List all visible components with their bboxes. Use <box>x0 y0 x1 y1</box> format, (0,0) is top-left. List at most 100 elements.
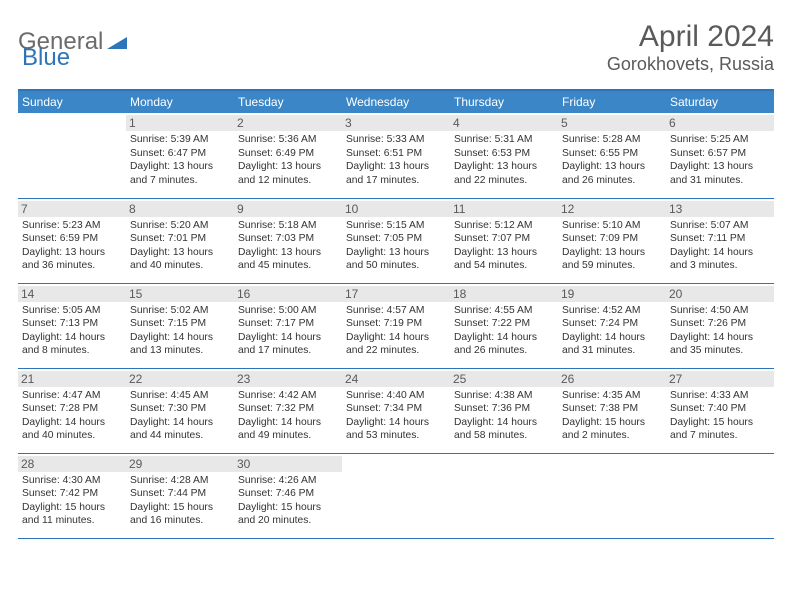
sunrise-text: Sunrise: 5:31 AM <box>454 133 554 147</box>
sunset-text: Sunset: 7:13 PM <box>22 317 122 331</box>
sunset-text: Sunset: 7:24 PM <box>562 317 662 331</box>
calendar-cell: 11Sunrise: 5:12 AMSunset: 7:07 PMDayligh… <box>450 198 558 283</box>
sunrise-text: Sunrise: 5:33 AM <box>346 133 446 147</box>
week-row: 28Sunrise: 4:30 AMSunset: 7:42 PMDayligh… <box>18 453 774 538</box>
sunrise-text: Sunrise: 5:25 AM <box>670 133 770 147</box>
day-number: 2 <box>234 115 342 131</box>
daylight-text-2: and 53 minutes. <box>346 429 446 443</box>
calendar-cell: 27Sunrise: 4:33 AMSunset: 7:40 PMDayligh… <box>666 368 774 453</box>
day-detail: Sunrise: 5:39 AMSunset: 6:47 PMDaylight:… <box>130 133 230 187</box>
day-number: 25 <box>450 371 558 387</box>
day-header: Tuesday <box>234 90 342 113</box>
daylight-text-2: and 54 minutes. <box>454 259 554 273</box>
day-number: 4 <box>450 115 558 131</box>
day-detail: Sunrise: 4:45 AMSunset: 7:30 PMDaylight:… <box>130 389 230 443</box>
sunset-text: Sunset: 6:57 PM <box>670 147 770 161</box>
sunrise-text: Sunrise: 4:45 AM <box>130 389 230 403</box>
day-number: 7 <box>18 201 126 217</box>
sunrise-text: Sunrise: 4:38 AM <box>454 389 554 403</box>
sunrise-text: Sunrise: 4:33 AM <box>670 389 770 403</box>
sunset-text: Sunset: 7:22 PM <box>454 317 554 331</box>
day-detail: Sunrise: 5:10 AMSunset: 7:09 PMDaylight:… <box>562 219 662 273</box>
day-detail: Sunrise: 5:15 AMSunset: 7:05 PMDaylight:… <box>346 219 446 273</box>
day-header: Saturday <box>666 90 774 113</box>
daylight-text-2: and 16 minutes. <box>130 514 230 528</box>
sunset-text: Sunset: 7:42 PM <box>22 487 122 501</box>
calendar-cell: 18Sunrise: 4:55 AMSunset: 7:22 PMDayligh… <box>450 283 558 368</box>
daylight-text-2: and 36 minutes. <box>22 259 122 273</box>
day-number: 15 <box>126 286 234 302</box>
calendar-cell: 12Sunrise: 5:10 AMSunset: 7:09 PMDayligh… <box>558 198 666 283</box>
daylight-text-1: Daylight: 13 hours <box>454 246 554 260</box>
day-detail: Sunrise: 5:28 AMSunset: 6:55 PMDaylight:… <box>562 133 662 187</box>
sunrise-text: Sunrise: 5:39 AM <box>130 133 230 147</box>
calendar-cell: 9Sunrise: 5:18 AMSunset: 7:03 PMDaylight… <box>234 198 342 283</box>
daylight-text-2: and 11 minutes. <box>22 514 122 528</box>
daylight-text-2: and 40 minutes. <box>130 259 230 273</box>
daylight-text-2: and 22 minutes. <box>454 174 554 188</box>
sunset-text: Sunset: 7:44 PM <box>130 487 230 501</box>
daylight-text-1: Daylight: 13 hours <box>238 160 338 174</box>
day-number: 16 <box>234 286 342 302</box>
calendar-cell: 21Sunrise: 4:47 AMSunset: 7:28 PMDayligh… <box>18 368 126 453</box>
daylight-text-1: Daylight: 14 hours <box>238 331 338 345</box>
sunrise-text: Sunrise: 5:15 AM <box>346 219 446 233</box>
sunset-text: Sunset: 7:11 PM <box>670 232 770 246</box>
daylight-text-1: Daylight: 15 hours <box>562 416 662 430</box>
daylight-text-1: Daylight: 14 hours <box>670 331 770 345</box>
daylight-text-1: Daylight: 14 hours <box>562 331 662 345</box>
sunrise-text: Sunrise: 4:47 AM <box>22 389 122 403</box>
day-detail: Sunrise: 4:52 AMSunset: 7:24 PMDaylight:… <box>562 304 662 358</box>
day-header: Sunday <box>18 90 126 113</box>
sunset-text: Sunset: 7:30 PM <box>130 402 230 416</box>
calendar-cell: 19 Sunrise: 4:52 AMSunset: 7:24 PMDayligh… <box>558 283 666 368</box>
sunrise-text: Sunrise: 5:36 AM <box>238 133 338 147</box>
calendar-cell: 6Sunrise: 5:25 AMSunset: 6:57 PMDaylight… <box>666 113 774 198</box>
daylight-text-1: Daylight: 13 hours <box>130 246 230 260</box>
daylight-text-1: Daylight: 13 hours <box>346 246 446 260</box>
sunrise-text: Sunrise: 4:50 AM <box>670 304 770 318</box>
sunset-text: Sunset: 6:59 PM <box>22 232 122 246</box>
daylight-text-2: and 26 minutes. <box>562 174 662 188</box>
daylight-text-1: Daylight: 14 hours <box>22 416 122 430</box>
day-detail: Sunrise: 4:40 AMSunset: 7:34 PMDaylight:… <box>346 389 446 443</box>
daylight-text-1: Daylight: 14 hours <box>346 416 446 430</box>
sunset-text: Sunset: 7:46 PM <box>238 487 338 501</box>
daylight-text-2: and 22 minutes. <box>346 344 446 358</box>
daylight-text-1: Daylight: 14 hours <box>346 331 446 345</box>
daylight-text-2: and 45 minutes. <box>238 259 338 273</box>
day-detail: Sunrise: 5:33 AMSunset: 6:51 PMDaylight:… <box>346 133 446 187</box>
day-detail: Sunrise: 5:00 AMSunset: 7:17 PMDaylight:… <box>238 304 338 358</box>
day-detail: Sunrise: 5:07 AMSunset: 7:11 PMDaylight:… <box>670 219 770 273</box>
sunset-text: Sunset: 7:40 PM <box>670 402 770 416</box>
calendar-page: General April 2024 Gorokhovets, Russia B… <box>0 0 792 539</box>
day-detail: Sunrise: 4:55 AMSunset: 7:22 PMDaylight:… <box>454 304 554 358</box>
calendar-cell: 13 Sunrise: 5:07 AMSunset: 7:11 PMDayligh… <box>666 198 774 283</box>
sunrise-text: Sunrise: 4:35 AM <box>562 389 662 403</box>
daylight-text-2: and 8 minutes. <box>22 344 122 358</box>
day-number: 8 <box>126 201 234 217</box>
calendar-cell: 22 Sunrise: 4:45 AMSunset: 7:30 PMDayligh… <box>126 368 234 453</box>
calendar-cell: 26Sunrise: 4:35 AMSunset: 7:38 PMDayligh… <box>558 368 666 453</box>
day-detail: Sunrise: 4:57 AMSunset: 7:19 PMDaylight:… <box>346 304 446 358</box>
daylight-text-2: and 44 minutes. <box>130 429 230 443</box>
day-header: Wednesday <box>342 90 450 113</box>
day-number: 22 <box>126 371 234 387</box>
day-number: 19 <box>558 286 666 302</box>
day-header: Thursday <box>450 90 558 113</box>
calendar-cell: 15 Sunrise: 5:02 AMSunset: 7:15 PMDayligh… <box>126 283 234 368</box>
sunset-text: Sunset: 6:47 PM <box>130 147 230 161</box>
week-row: 1Sunrise: 5:39 AMSunset: 6:47 PMDaylight… <box>18 113 774 198</box>
location-subtitle: Gorokhovets, Russia <box>607 54 774 75</box>
daylight-text-2: and 12 minutes. <box>238 174 338 188</box>
sunrise-text: Sunrise: 5:28 AM <box>562 133 662 147</box>
day-detail: Sunrise: 5:02 AMSunset: 7:15 PMDaylight:… <box>130 304 230 358</box>
sunset-text: Sunset: 7:03 PM <box>238 232 338 246</box>
day-number: 27 <box>666 371 774 387</box>
calendar-cell: 20Sunrise: 4:50 AMSunset: 7:26 PMDayligh… <box>666 283 774 368</box>
daylight-text-2: and 59 minutes. <box>562 259 662 273</box>
day-number: 13 <box>666 201 774 217</box>
sunrise-text: Sunrise: 5:02 AM <box>130 304 230 318</box>
day-detail: Sunrise: 4:35 AMSunset: 7:38 PMDaylight:… <box>562 389 662 443</box>
page-header: General April 2024 Gorokhovets, Russia <box>18 20 774 75</box>
